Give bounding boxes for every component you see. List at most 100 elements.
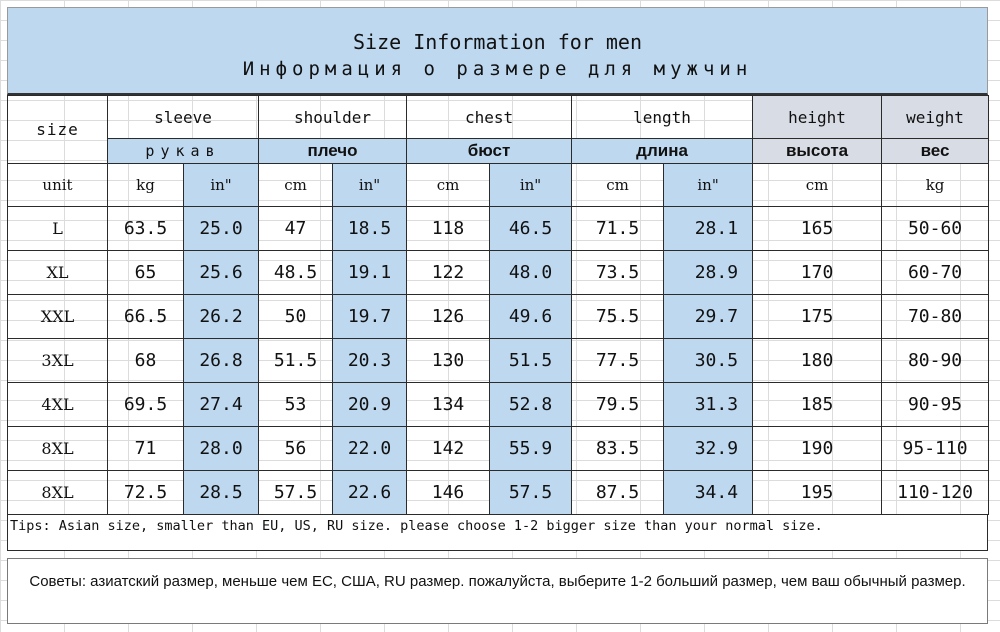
table-cell: 75.5 [571, 294, 665, 339]
unit-cell: cm [752, 163, 883, 207]
table-cell: 29.7 [663, 294, 754, 339]
chest-header: chest [406, 95, 573, 139]
table-cell: 122 [406, 250, 491, 295]
table-cell: 30.5 [663, 338, 754, 383]
unit-cell: in" [489, 163, 573, 207]
table-cell: 20.9 [332, 382, 408, 427]
table-cell: 20.3 [332, 338, 408, 383]
shoulder-header-ru: плечо [258, 138, 408, 164]
header-row-english: size sleeve shoulder chest length height… [7, 95, 990, 164]
size-label-cell: 8XL [7, 426, 108, 471]
shoulder-header: shoulder [258, 95, 408, 139]
table-cell: 52.8 [489, 382, 573, 427]
size-rows: L 63.5 25.0 47 18.5 118 46.5 71.5 28.1 165 50-60 XL… [7, 206, 990, 515]
table-cell: 48.0 [489, 250, 573, 295]
unit-cell: kg [107, 163, 184, 207]
table-cell: 27.4 [182, 382, 260, 427]
table-cell: 26.2 [182, 294, 260, 339]
table-cell: 142 [406, 426, 491, 471]
table-row: 8XL 72.5 28.5 57.5 22.6 146 57.5 87.5 34.4 195 110… [7, 470, 990, 515]
table-cell: 22.6 [332, 470, 408, 515]
table-cell: 28.0 [182, 426, 260, 471]
table-cell: 28.5 [182, 470, 260, 515]
size-label-cell: 3XL [7, 338, 108, 383]
table-cell: 79.5 [571, 382, 665, 427]
table-cell: 28.9 [663, 250, 754, 295]
table-cell: 195 [752, 470, 883, 515]
table-cell: 18.5 [332, 206, 408, 251]
table-cell: 110-120 [881, 470, 990, 515]
unit-cell: unit [7, 163, 108, 207]
table-cell: 56 [258, 426, 334, 471]
table-cell: 69.5 [107, 382, 184, 427]
table-cell: 70-80 [881, 294, 990, 339]
tips-russian: Советы: азиатский размер, меньше чем ЕС,… [7, 558, 988, 624]
table-row: 4XL 69.5 27.4 53 20.9 134 52.8 79.5 31.3 185 90-95 [7, 382, 990, 427]
table-cell: 50 [258, 294, 334, 339]
table-cell: 71.5 [571, 206, 665, 251]
unit-cell: kg [881, 163, 990, 207]
table-cell: 130 [406, 338, 491, 383]
table-cell: 80-90 [881, 338, 990, 383]
table-row: 3XL 68 26.8 51.5 20.3 130 51.5 77.5 30.5 180 80-90 [7, 338, 990, 383]
size-chart: Size Information for men Информация о ра… [7, 7, 990, 551]
table-cell: 51.5 [489, 338, 573, 383]
table-cell: 83.5 [571, 426, 665, 471]
length-header: length [571, 95, 754, 139]
table-cell: 66.5 [107, 294, 184, 339]
table-cell: 72.5 [107, 470, 184, 515]
table-cell: 50-60 [881, 206, 990, 251]
size-label-cell: 4XL [7, 382, 108, 427]
size-label-cell: L [7, 206, 108, 251]
tips-english: Tips: Asian size, smaller than EU, US, R… [7, 515, 988, 551]
table-cell: 32.9 [663, 426, 754, 471]
weight-header: weight [881, 95, 990, 139]
table-cell: 71 [107, 426, 184, 471]
table-cell: 19.7 [332, 294, 408, 339]
title-russian: Информация о размере для мужчин [242, 58, 753, 80]
table-row: 8XL 71 28.0 56 22.0 142 55.9 83.5 32.9 190 95-110 [7, 426, 990, 471]
table-cell: 185 [752, 382, 883, 427]
table-cell: 28.1 [663, 206, 754, 251]
table-cell: 68 [107, 338, 184, 383]
table-cell: 57.5 [489, 470, 573, 515]
table-cell: 51.5 [258, 338, 334, 383]
table-cell: 146 [406, 470, 491, 515]
table-cell: 90-95 [881, 382, 990, 427]
table-cell: 65 [107, 250, 184, 295]
table-row: XL 65 25.6 48.5 19.1 122 48.0 73.5 28.9 170 60-70 [7, 250, 990, 295]
size-table: size sleeve shoulder chest length height… [7, 95, 990, 515]
unit-cell: cm [406, 163, 491, 207]
table-cell: 48.5 [258, 250, 334, 295]
unit-row: unit kg in" cm in" cm in" cm in" cm kg [7, 163, 990, 207]
sleeve-header-ru: рукав [106, 138, 260, 164]
unit-cell: cm [571, 163, 665, 207]
table-cell: 49.6 [489, 294, 573, 339]
table-cell: 180 [752, 338, 883, 383]
table-cell: 190 [752, 426, 883, 471]
unit-cell: in" [663, 163, 754, 207]
table-cell: 165 [752, 206, 883, 251]
table-cell: 170 [752, 250, 883, 295]
table-cell: 63.5 [107, 206, 184, 251]
table-cell: 53 [258, 382, 334, 427]
table-cell: 134 [406, 382, 491, 427]
sleeve-header: sleeve [106, 95, 260, 139]
table-cell: 22.0 [332, 426, 408, 471]
table-cell: 77.5 [571, 338, 665, 383]
table-cell: 55.9 [489, 426, 573, 471]
header-row-russian: рукав плечо бюст длина высота вес [8, 138, 990, 164]
height-header: height [752, 95, 883, 139]
size-header: size [7, 95, 108, 164]
table-cell: 73.5 [571, 250, 665, 295]
table-cell: 26.8 [182, 338, 260, 383]
table-cell: 57.5 [258, 470, 334, 515]
unit-cell: in" [182, 163, 260, 207]
title-english: Size Information for men [353, 30, 642, 54]
table-cell: 118 [406, 206, 491, 251]
size-label-cell: 8XL [7, 470, 108, 515]
table-cell: 175 [752, 294, 883, 339]
table-cell: 87.5 [571, 470, 665, 515]
table-cell: 25.6 [182, 250, 260, 295]
table-row: XXL 66.5 26.2 50 19.7 126 49.6 75.5 29.7 175 70-80 [7, 294, 990, 339]
